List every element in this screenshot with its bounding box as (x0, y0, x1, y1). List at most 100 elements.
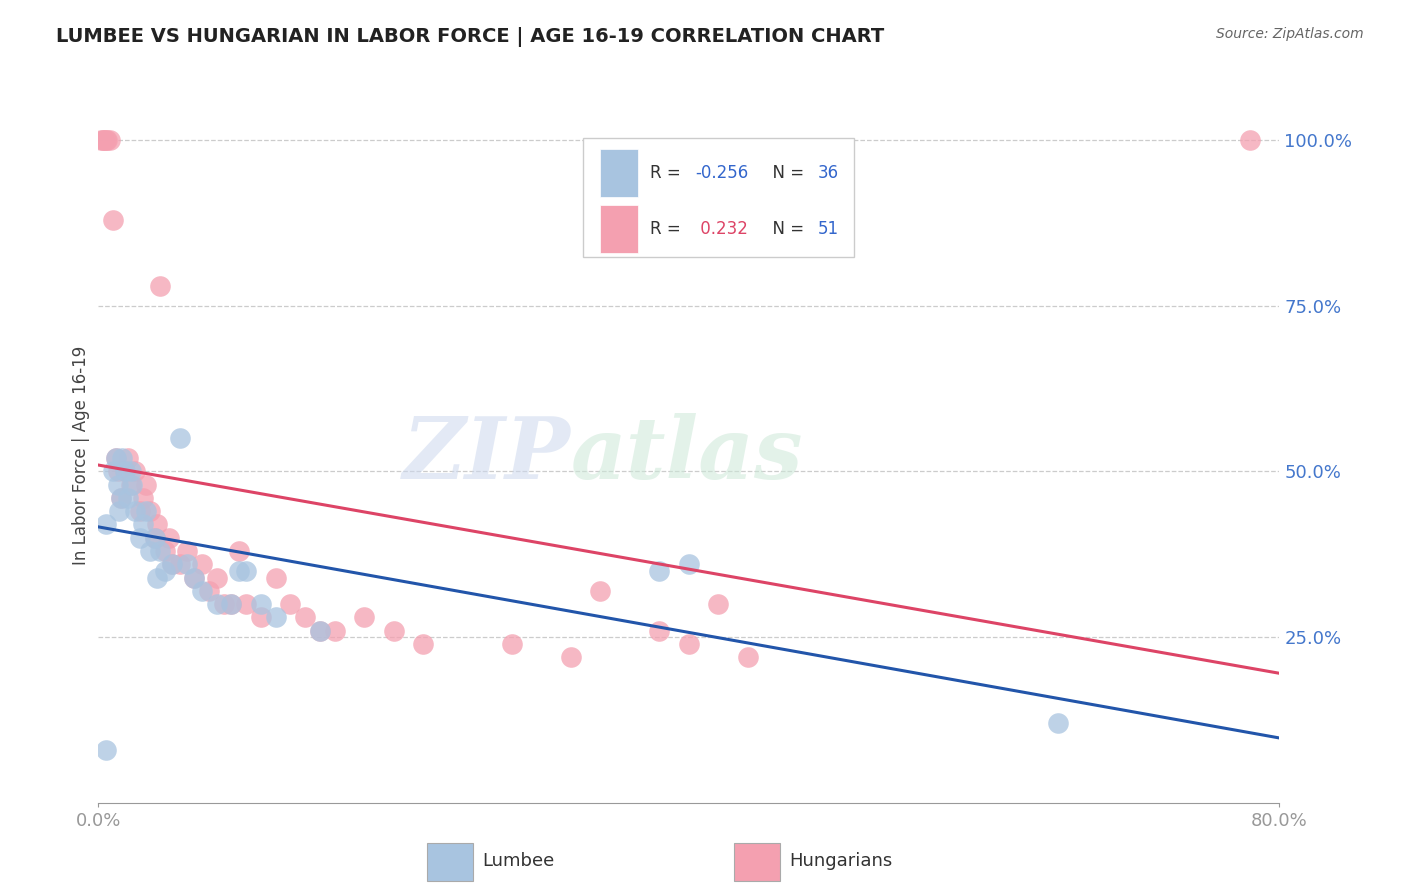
Point (128, 504, 150, 518)
Point (139, 544, 162, 558)
Point (108, 504, 131, 518)
Point (110, 491, 132, 505)
Point (169, 558, 191, 572)
Point (382, 624, 405, 638)
Point (153, 564, 176, 578)
Point (323, 624, 346, 638)
Point (678, 558, 700, 572)
Point (91, 133, 114, 147)
FancyBboxPatch shape (600, 149, 638, 197)
Text: -0.256: -0.256 (695, 164, 748, 182)
Point (228, 564, 250, 578)
Point (143, 531, 166, 545)
Point (353, 610, 375, 624)
Point (120, 477, 142, 491)
Point (114, 465, 136, 479)
Point (93, 133, 115, 147)
Point (169, 431, 191, 445)
Point (1046, 716, 1069, 731)
FancyBboxPatch shape (427, 843, 472, 880)
Point (90, 133, 112, 147)
Point (146, 570, 169, 584)
Point (146, 517, 169, 532)
Point (98, 133, 121, 147)
Point (648, 624, 671, 638)
Point (143, 531, 166, 545)
Point (228, 544, 250, 558)
Point (264, 570, 287, 584)
Text: 51: 51 (818, 219, 839, 237)
Point (105, 451, 128, 466)
Point (278, 597, 302, 611)
Text: LUMBEE VS HUNGARIAN IN LABOR FORCE | AGE 16-19 CORRELATION CHART: LUMBEE VS HUNGARIAN IN LABOR FORCE | AGE… (56, 27, 884, 46)
Point (678, 637, 700, 651)
Point (412, 637, 434, 651)
Point (132, 517, 155, 532)
Point (105, 451, 128, 466)
Point (111, 451, 134, 466)
Point (103, 212, 125, 227)
Text: N =: N = (762, 164, 810, 182)
Point (121, 477, 143, 491)
Text: R =: R = (650, 219, 686, 237)
Text: Source: ZipAtlas.com: Source: ZipAtlas.com (1216, 27, 1364, 41)
Point (501, 637, 523, 651)
Point (235, 564, 257, 578)
Point (110, 491, 132, 505)
Point (117, 491, 139, 505)
Point (120, 465, 142, 479)
Point (707, 597, 730, 611)
Point (124, 465, 146, 479)
Point (94, 133, 117, 147)
Point (176, 558, 198, 572)
Point (191, 558, 214, 572)
Point (153, 544, 176, 558)
FancyBboxPatch shape (582, 138, 855, 257)
Point (183, 570, 205, 584)
Point (176, 544, 198, 558)
Point (135, 504, 157, 518)
Point (183, 570, 205, 584)
Point (117, 451, 139, 466)
Point (219, 597, 242, 611)
Point (198, 583, 221, 598)
FancyBboxPatch shape (600, 204, 638, 252)
Point (560, 650, 582, 665)
FancyBboxPatch shape (734, 843, 780, 880)
Point (264, 610, 287, 624)
Point (162, 558, 183, 572)
Text: R =: R = (650, 164, 686, 182)
Point (149, 544, 172, 558)
Point (114, 465, 136, 479)
Text: Lumbee: Lumbee (482, 852, 554, 870)
Point (94, 743, 117, 757)
Point (1239, 133, 1261, 147)
Text: ZIP: ZIP (404, 413, 571, 497)
Point (205, 570, 228, 584)
Point (128, 531, 150, 545)
Point (309, 624, 332, 638)
Text: N =: N = (762, 219, 810, 237)
Point (94, 517, 117, 532)
Y-axis label: In Labor Force | Age 16-19: In Labor Force | Age 16-19 (72, 345, 90, 565)
Point (157, 531, 180, 545)
Point (250, 610, 273, 624)
Point (648, 564, 671, 578)
Point (309, 624, 332, 638)
Text: atlas: atlas (571, 413, 803, 497)
Point (124, 504, 146, 518)
Point (205, 597, 228, 611)
Point (139, 504, 162, 518)
Point (107, 477, 129, 491)
Point (149, 279, 172, 293)
Text: 0.232: 0.232 (695, 219, 748, 237)
Point (212, 597, 235, 611)
Point (589, 583, 612, 598)
Point (191, 583, 214, 598)
Point (107, 465, 129, 479)
Point (96, 133, 118, 147)
Text: Hungarians: Hungarians (789, 852, 893, 870)
Point (737, 650, 759, 665)
Point (132, 491, 155, 505)
Text: 36: 36 (818, 164, 839, 182)
